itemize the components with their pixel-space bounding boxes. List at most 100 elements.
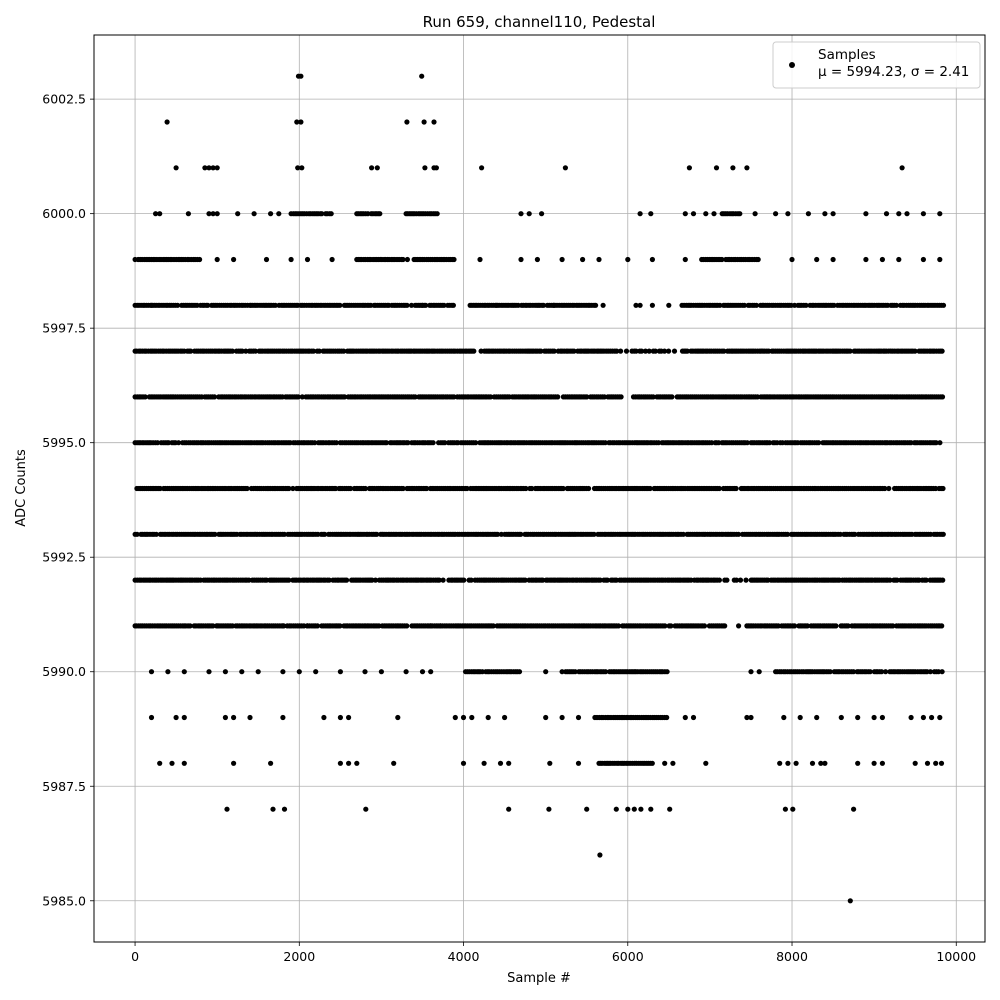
data-point (433, 165, 439, 171)
data-point (899, 165, 905, 171)
data-point (667, 806, 673, 812)
data-point (887, 577, 893, 583)
y-tick-label: 5985.0 (42, 893, 86, 908)
data-point (883, 669, 889, 675)
data-point (767, 440, 773, 446)
data-point (436, 577, 442, 583)
data-point (735, 531, 742, 537)
data-point (268, 760, 274, 766)
data-point (935, 669, 942, 675)
data-point (522, 577, 528, 583)
data-point (756, 669, 762, 675)
data-point (871, 714, 877, 721)
data-point (837, 531, 843, 537)
data-point (882, 485, 888, 492)
data-point (664, 714, 670, 721)
data-point (814, 714, 820, 721)
data-point (883, 211, 890, 217)
data-point (231, 760, 237, 766)
data-point (210, 165, 216, 171)
data-point (830, 211, 836, 217)
data-point (529, 485, 535, 492)
data-point (929, 714, 935, 721)
data-point (938, 760, 945, 766)
data-point (666, 302, 672, 308)
data-point (239, 348, 245, 354)
data-point (652, 348, 659, 354)
data-point (206, 165, 212, 171)
data-point (543, 714, 549, 721)
data-point (893, 302, 900, 308)
data-point (822, 760, 828, 766)
data-point (369, 165, 375, 171)
data-point (280, 714, 286, 721)
data-point (781, 714, 787, 721)
data-point (495, 531, 501, 537)
legend-series-stats: μ = 5994.23, σ = 2.41 (818, 64, 969, 80)
data-point (155, 440, 161, 446)
data-point (304, 256, 311, 263)
data-point (584, 806, 590, 812)
data-point (461, 577, 467, 583)
data-point (214, 256, 220, 263)
data-point (187, 623, 193, 629)
data-point (469, 714, 475, 721)
y-tick-label: 5997.5 (42, 321, 86, 336)
y-tick-label: 5992.5 (42, 550, 86, 565)
data-point (597, 577, 603, 583)
data-point (471, 348, 477, 354)
data-point (490, 623, 496, 629)
data-point (337, 760, 343, 766)
data-point (662, 623, 668, 629)
data-point (596, 256, 602, 263)
data-point (419, 669, 426, 675)
y-tick-label: 5990.0 (42, 664, 86, 679)
data-point (539, 211, 545, 217)
data-point (142, 394, 148, 400)
data-point (328, 211, 334, 217)
data-point (434, 211, 440, 217)
data-point (173, 714, 179, 721)
data-point (741, 302, 748, 308)
data-point (493, 302, 499, 308)
data-point (185, 211, 191, 217)
data-point (518, 531, 524, 537)
data-point (430, 440, 436, 446)
data-point (789, 256, 795, 263)
data-point (354, 760, 360, 766)
data-point (400, 256, 406, 263)
data-point (153, 531, 159, 537)
data-point (252, 348, 258, 354)
data-point (580, 256, 586, 263)
data-point (639, 348, 645, 354)
x-tick-label: 4000 (448, 949, 480, 964)
data-point (526, 211, 532, 217)
data-point (337, 623, 343, 629)
data-point (288, 256, 294, 263)
data-point (782, 806, 789, 812)
data-point (686, 165, 693, 171)
data-point (408, 302, 415, 308)
data-point (560, 485, 566, 492)
data-point (600, 302, 606, 308)
data-point (460, 714, 467, 721)
data-point (378, 669, 384, 675)
data-point (684, 348, 690, 354)
data-point (346, 760, 352, 766)
data-point (516, 669, 523, 675)
data-point (618, 348, 624, 354)
data-point (280, 669, 286, 675)
data-point (690, 714, 697, 721)
data-point (879, 669, 885, 675)
data-point (818, 760, 824, 766)
data-point (319, 211, 325, 217)
data-point (202, 165, 208, 171)
data-point (347, 485, 354, 492)
data-point (845, 623, 851, 629)
data-point (247, 714, 253, 721)
data-point (575, 714, 582, 721)
data-point (649, 256, 656, 263)
data-point (937, 256, 943, 263)
data-point (229, 348, 235, 354)
data-point (431, 119, 437, 125)
